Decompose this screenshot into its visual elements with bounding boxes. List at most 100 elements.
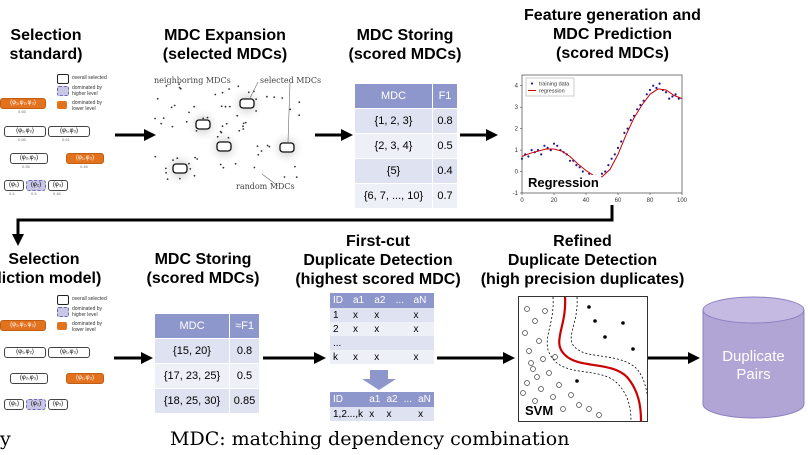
mdc-dot [162,117,165,119]
mdc-dot [236,114,239,117]
regression-chart: 0 20 40 60 80 100 -1 0 1 2 3 4 training data regressi… [500,70,700,210]
table-cell: x [371,350,393,364]
header-line: (selected MDCs) [162,46,288,63]
svm-negative-point [520,390,526,396]
header-mdc-storing-1: MDC Storing (scored MDCs) [335,26,475,64]
lattice-chip: (φ₁,φ₃) [66,153,104,164]
header-line: (high precision duplicates) [480,271,685,288]
column-header: aN [410,293,434,308]
training-data-point [575,164,578,167]
table-cell: ... [330,336,350,350]
lattice-chip-value: 0.61 [62,137,70,142]
table-cell: 2 [330,322,350,336]
svm-negative-point [550,394,556,400]
legend-box [525,77,575,97]
training-data-point [613,153,616,156]
svm-positive-point [603,335,607,339]
header-line: MDC Storing [356,27,454,44]
lattice-chip: (φ₃) [48,180,68,191]
header-line: MDC Prediction [552,26,673,43]
legend-label: training data [539,82,570,88]
selected-mdc-boxes [172,98,295,174]
table-cell: x [371,308,393,322]
svm-negative-point [522,330,528,336]
training-data-point [652,84,655,87]
mdc-dot [224,105,227,108]
legend-lower-label: dominated by lower level [72,100,103,112]
column-header: ≈F1 [229,314,260,339]
mdc-dot [221,91,224,94]
legend-higher-label: dominated by higher level [72,306,103,318]
header-line: (scored MDCs) [348,46,462,63]
corner-text: y [0,428,11,450]
mdc-dot [194,156,196,159]
legend-overall-swatch [57,74,69,84]
mdc-dot [220,105,223,108]
training-data-point [674,93,677,96]
training-data-point [610,157,613,160]
header-selection-standard: Selection standard) [0,26,96,64]
training-data-point [552,142,556,145]
training-data-point [556,144,559,147]
training-data-point [527,155,530,158]
lattice-chip: (φ₁,φ₂,φ₃) [0,98,46,109]
mdc-dot [189,168,192,170]
training-data-point [578,166,581,169]
table-cell [392,308,411,322]
duplicate-pairs-label: Duplicate Pairs [702,348,805,384]
lattice-panel-bottom: overall selected dominated by higher lev… [0,295,110,420]
table-cell: {18, 25, 30} [155,388,230,414]
svm-positive-point [631,347,635,351]
mdc-dot [154,117,156,120]
y-tick-label: 4 [515,84,519,90]
lattice-chip: (φ₁,φ₂) [4,347,46,358]
cylinder-line: Duplicate [722,348,785,365]
table-row: ... [330,336,434,350]
table-cell [349,336,372,350]
svm-positive-point [593,319,597,323]
header-line: Duplicate Detection [507,252,658,269]
table-cell: 1,2...,k [330,407,367,421]
svm-plot [520,297,647,421]
mdc-dot [228,105,231,108]
lattice-chip: (φ₁,φ₃) [48,126,90,137]
column-header: ID [330,392,367,407]
training-data-point [520,157,524,160]
svm-negative-point [530,366,536,372]
mdc-dot [237,85,240,88]
table-header-row: MDC ≈F1 [155,314,260,339]
training-data-point [623,131,626,134]
legend-label: regression [539,89,565,95]
svm-negative-point [542,308,548,314]
svm-decision-boundary [558,297,643,421]
training-data-point [543,144,546,147]
legend-overall-label: overall selected [72,296,107,302]
svm-negative-point [560,406,566,412]
mdc-dot [193,105,195,108]
mdc-dot [178,86,181,89]
training-data-point [658,82,661,85]
mdc-dot [234,162,237,165]
table-cell: {1, 2, 3} [355,108,433,134]
svm-negative-point [528,360,534,366]
lattice-chip-value: 0.5 [31,191,37,196]
mdc-dot [188,111,190,114]
mdc-dot [294,165,296,168]
table-cell: 0.4 [432,158,458,184]
table-cell: 0.5 [229,363,260,389]
mdc-dot [247,91,250,94]
mdc-dot [176,157,179,160]
mdc-dot [188,162,190,165]
mdc-dot [179,87,182,90]
table-row: {17, 23, 25} 0.5 [155,363,260,389]
table-cell: x [349,350,372,364]
y-tick-label: -1 [513,191,519,197]
svm-negative-point [524,306,530,312]
table-row: {6, 7, ..., 10} 0.7 [355,183,458,209]
table-cell: x [415,407,434,421]
training-data-point [636,108,639,111]
table-cell [392,322,411,336]
svm-negative-point [546,370,552,376]
y-tick-label: 0 [515,170,519,176]
svm-negative-point [556,382,562,388]
